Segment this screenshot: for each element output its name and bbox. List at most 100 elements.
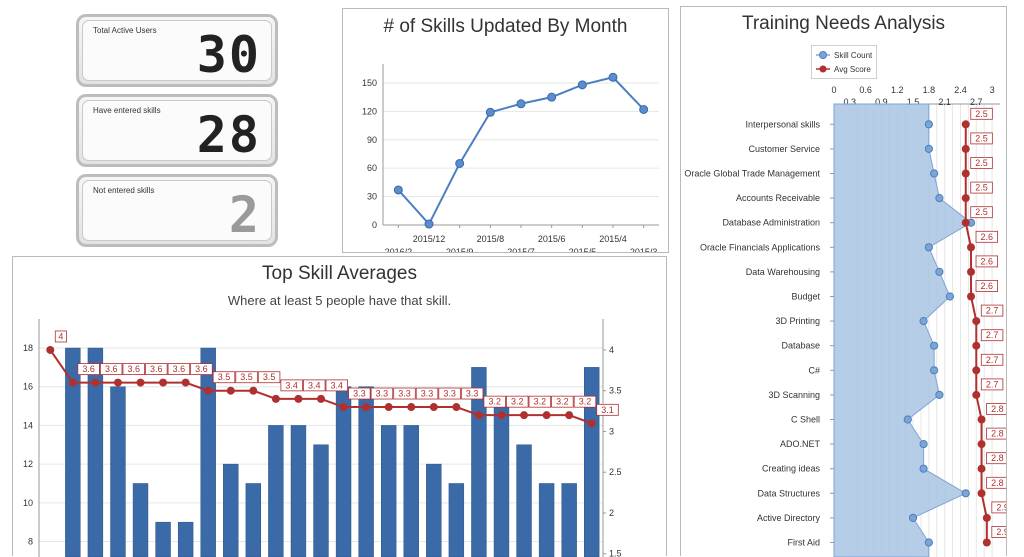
- x-tick-label: 3: [990, 85, 995, 95]
- avg-point: [181, 378, 190, 387]
- data-label-box: [986, 476, 1006, 489]
- avg-score-point: [967, 267, 976, 276]
- x-tick-label: 2015/5: [569, 247, 597, 252]
- category-label: Data Warehousing: [746, 267, 820, 277]
- data-point: [455, 158, 465, 168]
- bar: [313, 444, 329, 557]
- data-point: [608, 72, 618, 82]
- data-label-box: [970, 132, 993, 145]
- x-tick-label: 2015/3: [630, 247, 658, 252]
- avg-score-point: [972, 366, 981, 375]
- data-label-box: [551, 395, 574, 408]
- category-label: First Aid: [787, 538, 820, 548]
- data-label: 3.6: [173, 364, 186, 374]
- data-label: 3.2: [511, 397, 524, 407]
- avg-point: [226, 386, 235, 395]
- bar: [200, 347, 216, 557]
- category-label: 3D Scanning: [768, 390, 820, 400]
- data-label: 2.8: [991, 404, 1004, 414]
- data-label-box: [483, 395, 506, 408]
- bar: [426, 463, 442, 557]
- kpi-label: Total Active Users: [93, 26, 157, 35]
- bar: [132, 483, 149, 557]
- data-label: 3.2: [579, 397, 592, 407]
- data-label-box: [212, 371, 236, 384]
- data-label: 3.4: [285, 380, 298, 390]
- data-label: 3.4: [308, 380, 321, 390]
- avg-point: [46, 345, 55, 354]
- kpi-have-entered-skills: Have entered skills 28: [76, 94, 278, 167]
- bar: [493, 405, 510, 557]
- skill-count-point: [935, 194, 944, 203]
- avg-score-point: [982, 513, 991, 522]
- legend-label: Avg Score: [834, 64, 871, 74]
- y-left-tick-label: 18: [23, 343, 33, 353]
- avg-point: [542, 411, 551, 420]
- skill-count-point: [903, 415, 912, 424]
- data-label: 2.7: [986, 330, 999, 340]
- data-label-box: [991, 526, 1006, 538]
- skill-count-point: [930, 341, 939, 350]
- data-label: 2.5: [975, 207, 988, 217]
- x-tick-label: 2015/7: [507, 247, 535, 252]
- chart-legend: Skill Count Avg Score: [811, 45, 878, 79]
- chart-subtitle: Where at least 5 people have that skill.: [227, 293, 452, 308]
- avg-point: [384, 403, 393, 412]
- bar: [155, 521, 171, 557]
- avg-point: [587, 419, 596, 428]
- avg-score-point: [961, 218, 970, 227]
- data-point: [639, 104, 649, 114]
- skill-count-point: [919, 440, 928, 449]
- data-label-box: [122, 363, 145, 375]
- x-tick-label: 2.4: [954, 85, 967, 95]
- avg-point: [429, 403, 438, 412]
- top-skill-averages-chart: 8 10 12 14 16 18 1.5 2 2.5 3 3.5 4 4 3.6 3.6 3.6 3.6 3.6 3…: [23, 319, 622, 557]
- avg-score-point: [977, 440, 986, 449]
- bar: [538, 483, 555, 557]
- bar: [358, 386, 374, 557]
- data-label-box: [991, 501, 1006, 514]
- data-label-box: [415, 387, 439, 400]
- category-label: 3D Printing: [775, 316, 820, 326]
- data-label: 3.6: [150, 364, 163, 374]
- skill-count-point: [935, 390, 944, 399]
- data-label-box: [980, 329, 1004, 342]
- data-label-box: [986, 427, 1006, 440]
- avg-score-point: [972, 390, 981, 399]
- data-label-box: [257, 371, 281, 384]
- avg-score-point: [977, 464, 986, 473]
- skill-count-point: [961, 489, 970, 498]
- avg-score-point: [961, 144, 970, 153]
- category-label: Database: [781, 341, 820, 351]
- data-label: 3.3: [466, 389, 479, 399]
- chart-title: Top Skill Averages: [262, 263, 417, 284]
- data-label: 2.7: [986, 355, 999, 365]
- bar: [110, 386, 126, 557]
- bar: [335, 386, 352, 557]
- data-label: 3.3: [376, 389, 389, 399]
- data-point: [516, 99, 526, 109]
- category-label: ADO.NET: [780, 439, 821, 449]
- avg-score-point: [977, 489, 986, 498]
- data-label-box: [975, 280, 999, 292]
- y-left-tick-label: 10: [23, 498, 33, 508]
- data-label: 2.7: [986, 306, 999, 316]
- data-label-box: [980, 304, 1004, 317]
- skill-count-point: [924, 120, 933, 129]
- x-tick-label: 2016/2: [385, 247, 413, 252]
- data-label-box: [980, 378, 1004, 391]
- skill-count-point: [908, 513, 918, 522]
- bar: [87, 347, 104, 557]
- y-left-tick-label: 8: [28, 537, 33, 547]
- bar: [584, 367, 600, 557]
- y-tick-label: 120: [362, 106, 377, 116]
- data-label-box: [190, 363, 213, 375]
- data-label: 3.6: [128, 364, 141, 374]
- y-tick-label: 150: [362, 78, 377, 88]
- chart-title: # of Skills Updated By Month: [383, 16, 628, 37]
- data-point: [485, 107, 495, 117]
- avg-point: [136, 378, 145, 387]
- data-label: 3.5: [263, 372, 276, 382]
- data-label: 4: [58, 331, 63, 341]
- data-point: [393, 185, 403, 195]
